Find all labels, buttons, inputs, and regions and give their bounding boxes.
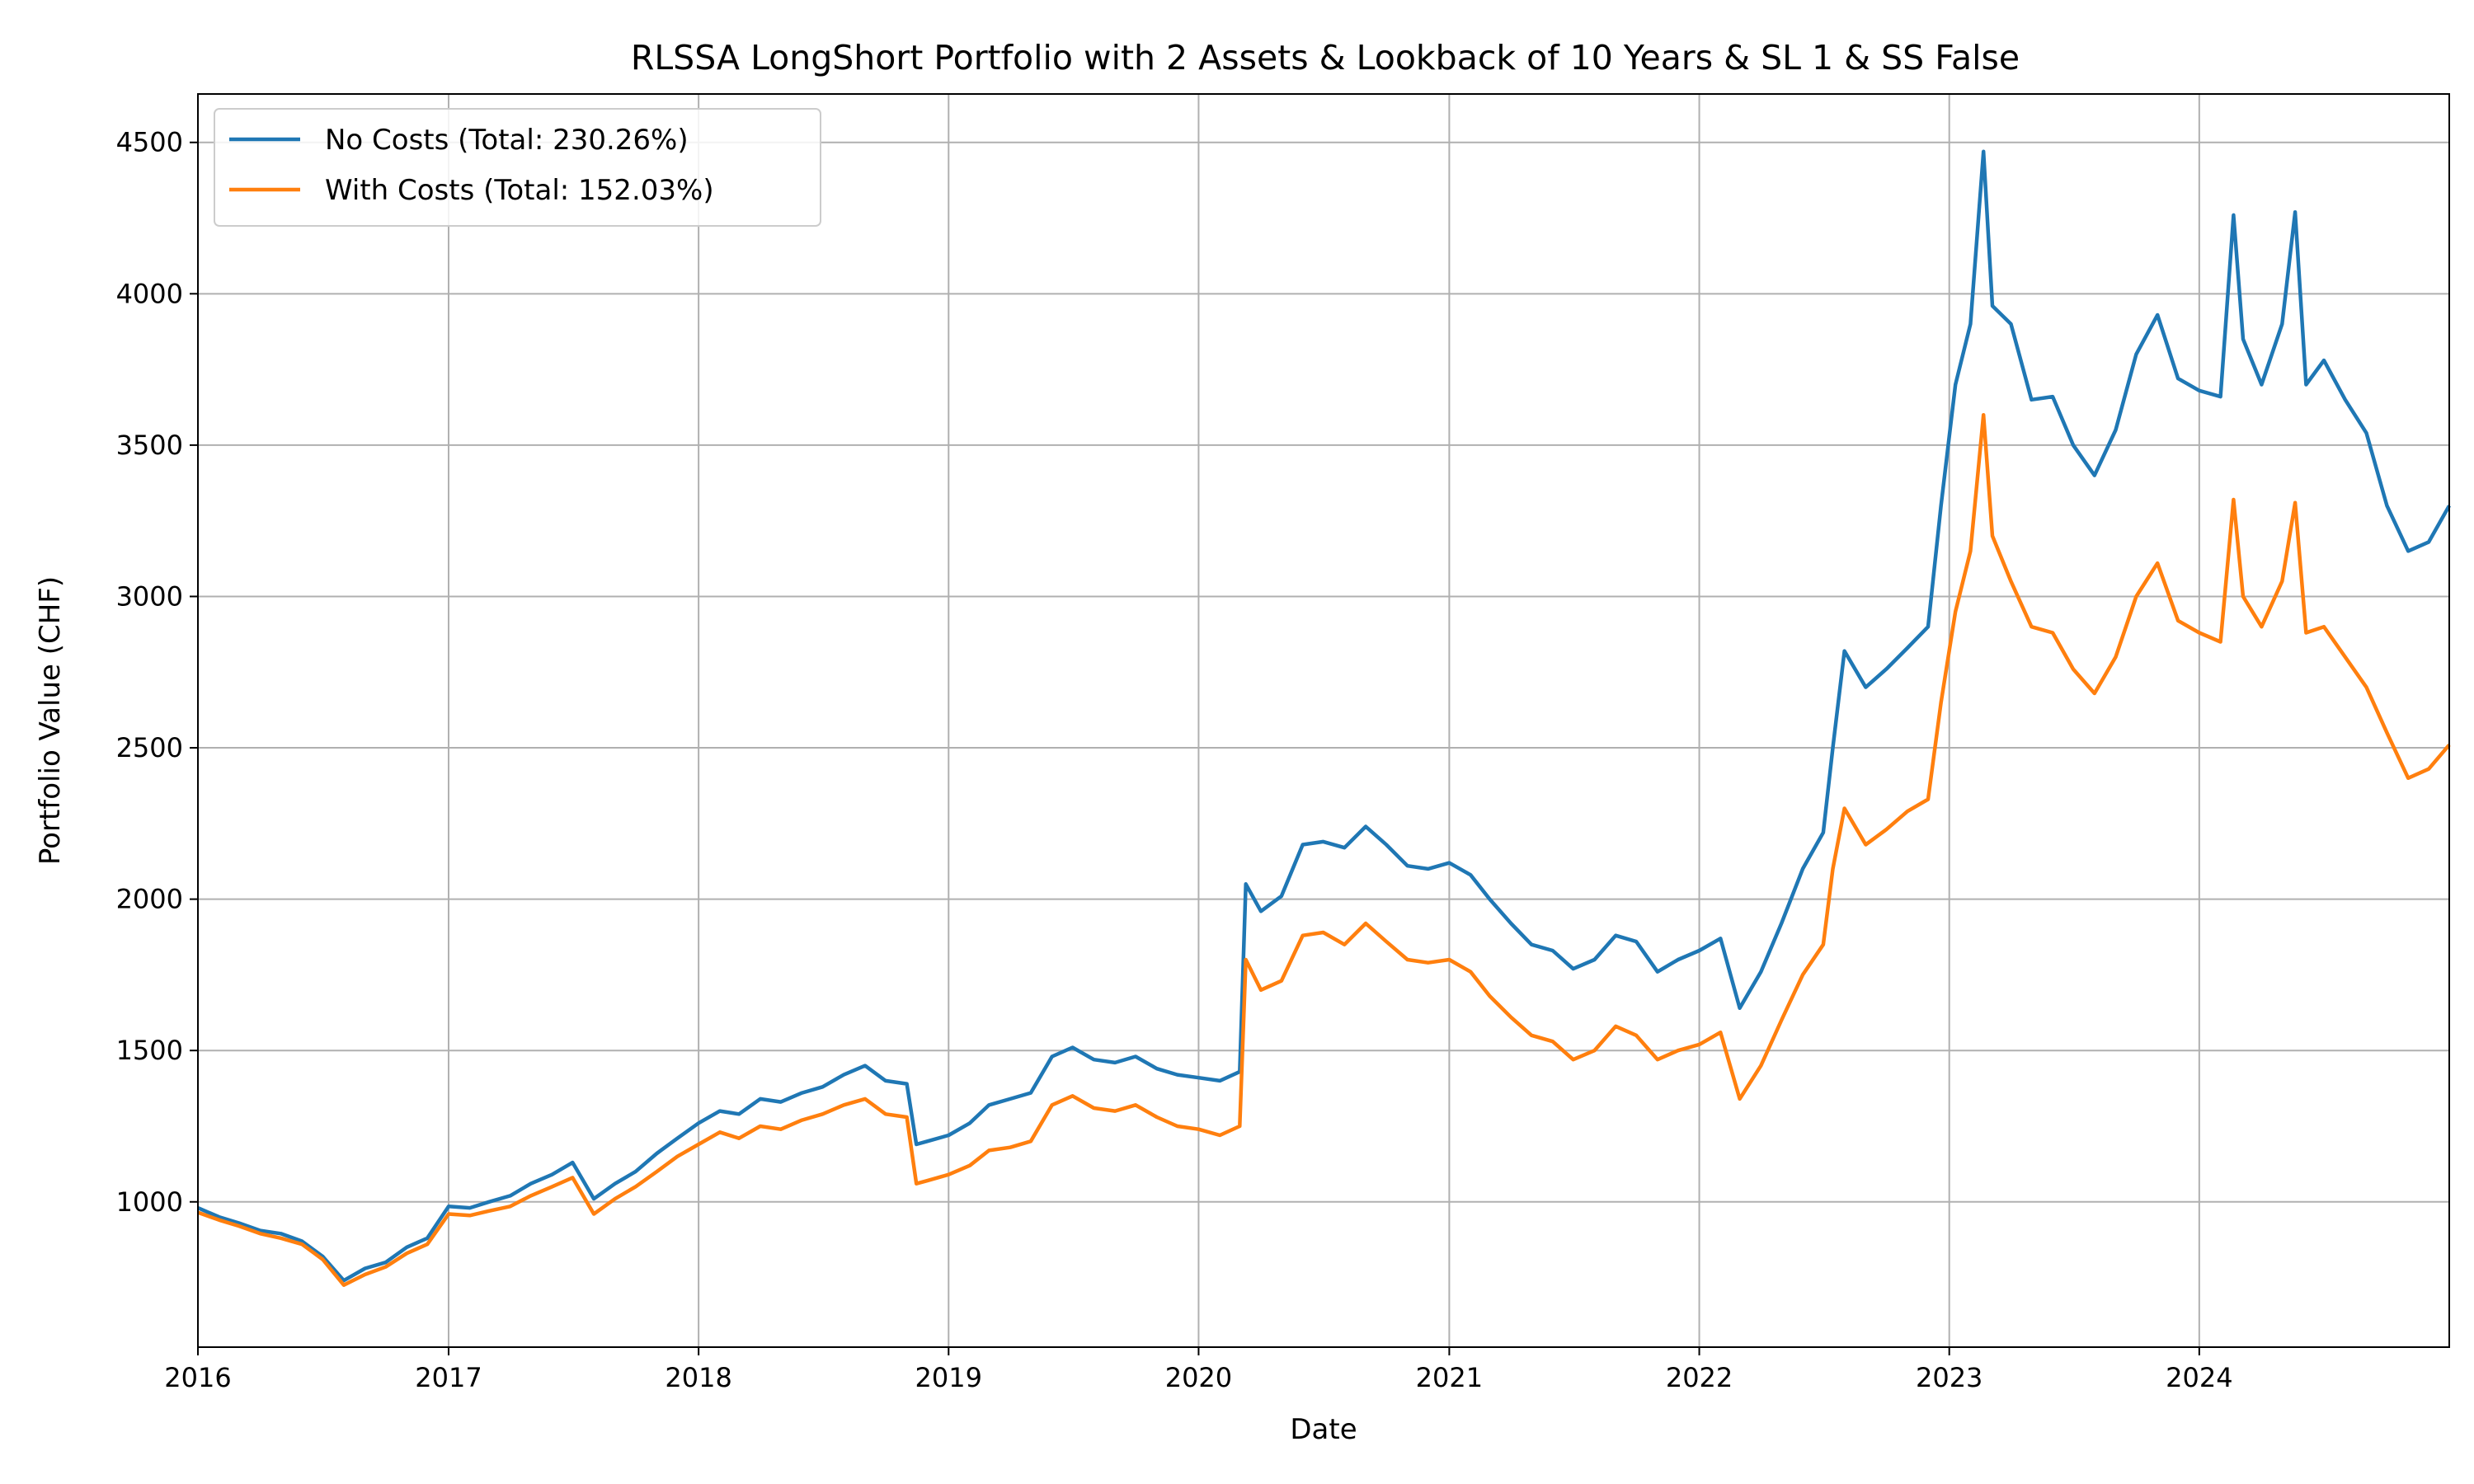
- x-tick-label: 2017: [415, 1362, 482, 1393]
- x-tick-label: 2016: [164, 1362, 231, 1393]
- y-tick-label: 2500: [116, 732, 183, 763]
- x-axis-label: Date: [1290, 1413, 1357, 1446]
- x-tick-label: 2020: [1165, 1362, 1232, 1393]
- x-tick-label: 2024: [2166, 1362, 2232, 1393]
- plot-frame: [197, 93, 2450, 1348]
- legend-label-with-costs: With Costs (Total: 152.03%): [325, 174, 714, 207]
- y-tick-label: 3500: [116, 430, 183, 461]
- x-tick-label: 2022: [1666, 1362, 1733, 1393]
- y-tick-label: 4500: [116, 127, 183, 158]
- legend-label-no-costs: No Costs (Total: 230.26%): [325, 124, 689, 157]
- series-layer: [197, 149, 2451, 1287]
- y-axis-label: Portfolio Value (CHF): [34, 576, 67, 865]
- x-tick-label: 2023: [1916, 1362, 1982, 1393]
- legend-box: [214, 108, 821, 227]
- y-tick-label: 2000: [116, 884, 183, 915]
- x-tick-label: 2019: [915, 1362, 982, 1393]
- y-tick-label: 4000: [116, 278, 183, 309]
- y-tick-label: 1000: [116, 1186, 183, 1218]
- x-axis: 2016 2017 2018 2019 2020 2021 2022 2023 2024: [164, 1347, 2233, 1393]
- chart-title: RLSSA LongShort Portfolio with 2 Assets …: [631, 38, 2020, 77]
- legend: No Costs (Total: 230.26%) With Costs (To…: [214, 108, 821, 227]
- series-line-1: [197, 412, 2451, 1287]
- grid-lines: [197, 94, 2449, 1347]
- y-axis: 1000 1500 2000 2500 3000 3500 4000 4500: [116, 127, 198, 1218]
- x-tick-label: 2021: [1416, 1362, 1483, 1393]
- series-line-0: [197, 149, 2451, 1283]
- x-tick-label: 2018: [665, 1362, 731, 1393]
- y-tick-label: 3000: [116, 580, 183, 612]
- y-tick-label: 1500: [116, 1035, 183, 1066]
